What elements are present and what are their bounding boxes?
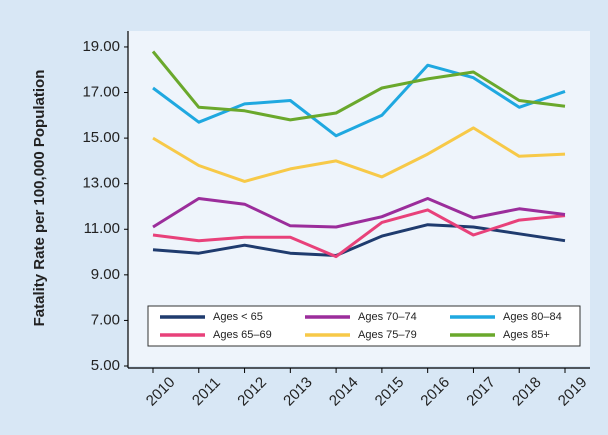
legend-label: Ages 65–69 xyxy=(213,329,272,341)
line-series xyxy=(152,208,566,259)
line-series xyxy=(152,223,566,257)
y-tick-label: 7.00 xyxy=(91,311,120,328)
y-tick-label: 15.00 xyxy=(82,129,120,146)
legend-label: Ages 75–79 xyxy=(358,329,417,341)
y-tick-label: 5.00 xyxy=(91,357,120,374)
legend-label: Ages 80–84 xyxy=(503,311,562,323)
y-tick-label: 19.00 xyxy=(82,38,120,55)
legend-label: Ages 85+ xyxy=(503,329,550,341)
line-series xyxy=(152,63,566,138)
legend-label: Ages < 65 xyxy=(213,311,263,323)
y-tick-label: 17.00 xyxy=(82,83,120,100)
legend-box xyxy=(147,305,581,347)
y-tick-label: 9.00 xyxy=(91,266,120,283)
y-tick-label: 13.00 xyxy=(82,175,120,192)
y-axis-label: Fatality Rate per 100,000 Population xyxy=(31,70,48,327)
legend-label: Ages 70–74 xyxy=(358,311,417,323)
line-series xyxy=(152,126,566,183)
y-tick-label: 11.00 xyxy=(84,220,120,237)
line-series xyxy=(152,197,566,229)
line-series xyxy=(151,50,566,122)
